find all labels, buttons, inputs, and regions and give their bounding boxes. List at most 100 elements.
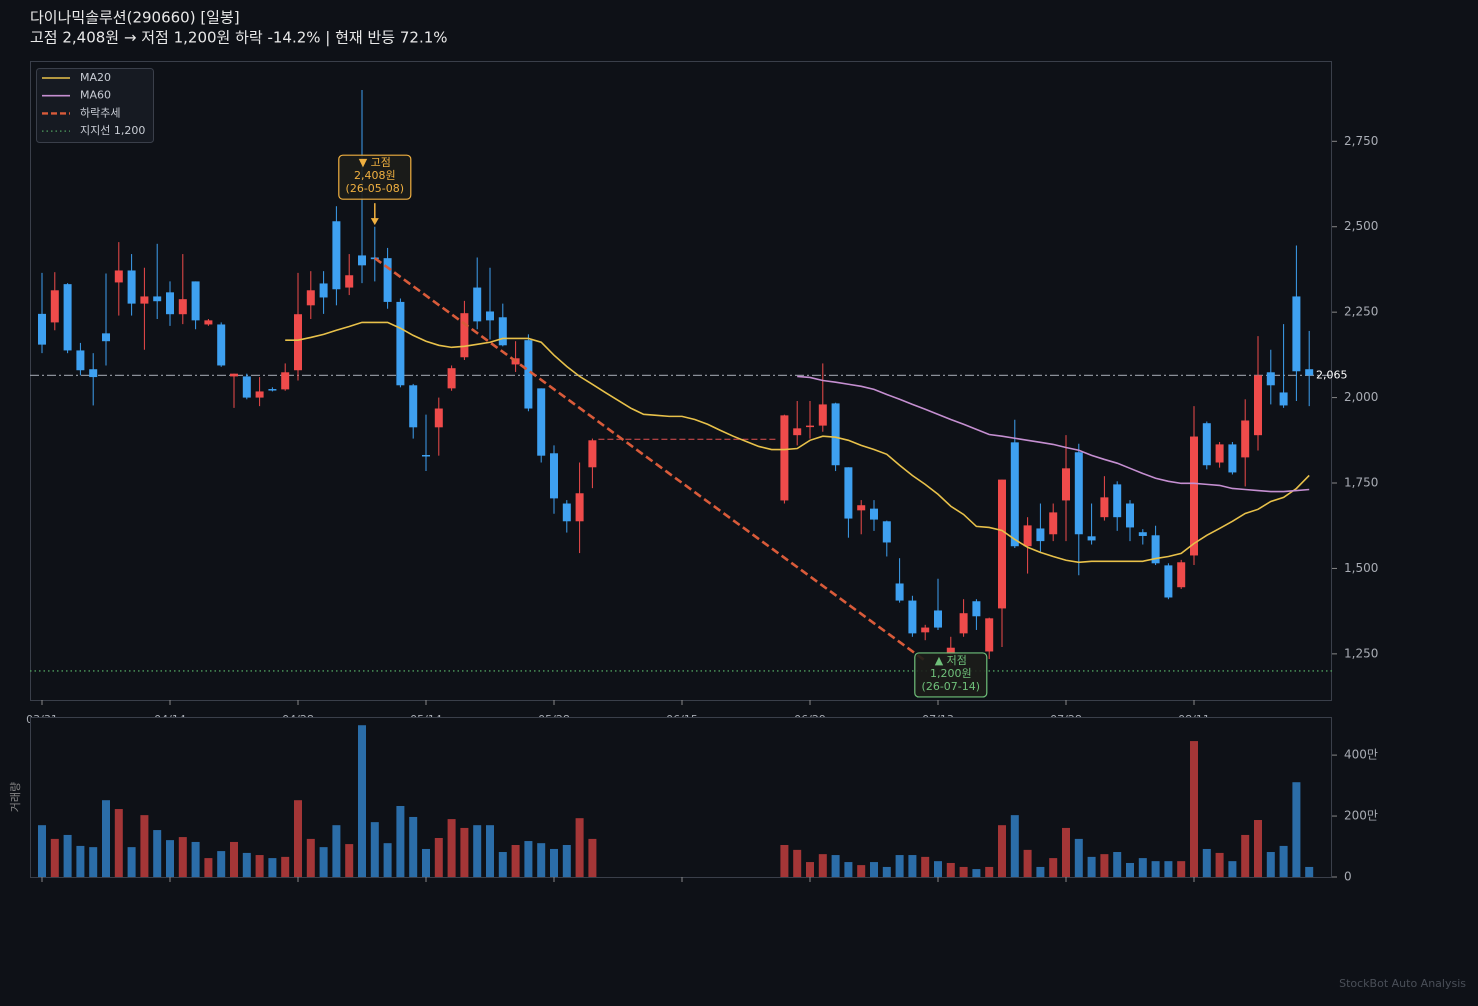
volume-bar xyxy=(409,816,418,877)
candle-body xyxy=(268,389,277,391)
candle-body xyxy=(921,627,930,633)
candle-body xyxy=(934,610,942,628)
candle-body xyxy=(473,287,482,322)
candle-body xyxy=(102,333,110,342)
volume-bar xyxy=(1074,838,1083,877)
volume-bar xyxy=(1202,848,1211,877)
candle-body xyxy=(562,503,571,522)
volume-bar xyxy=(178,837,187,877)
volume-bar xyxy=(998,825,1006,877)
volume-panel xyxy=(30,717,1332,878)
candle-body xyxy=(358,255,366,266)
annotation-text: (26-07-14) xyxy=(922,680,981,693)
candle-body xyxy=(1177,562,1186,588)
trend-line xyxy=(374,257,926,662)
candle-body xyxy=(831,403,840,466)
y-tick-label: 400만 xyxy=(1344,748,1378,762)
legend-label: 하락추세 xyxy=(80,105,120,119)
annotation-arrow-head xyxy=(370,218,379,226)
candle-body xyxy=(1190,436,1198,556)
volume-bar xyxy=(1138,858,1147,877)
candle-body xyxy=(1164,565,1173,598)
volume-bar xyxy=(985,866,994,877)
volume-bar xyxy=(345,844,354,877)
candle-body xyxy=(396,301,405,386)
volume-bar xyxy=(358,725,366,877)
volume-bar xyxy=(1126,862,1134,877)
candle-body xyxy=(460,313,469,358)
candle-body xyxy=(793,428,802,436)
volume-bar xyxy=(1036,866,1045,877)
candle-body xyxy=(882,521,891,543)
candle-body xyxy=(242,376,251,398)
volume-bar xyxy=(473,825,482,877)
volume-bar xyxy=(242,852,251,877)
volume-bar xyxy=(1010,815,1019,877)
candle-body xyxy=(319,283,328,298)
volume-bar xyxy=(1228,861,1237,877)
chart-subtitle: 고점 2,408원 → 저점 1,200원 하락 -14.2% | 현재 반등 … xyxy=(30,29,448,47)
volume-bar xyxy=(921,856,930,877)
volume-bar xyxy=(1062,827,1070,877)
y-tick-label: 200만 xyxy=(1344,809,1378,823)
chart-title: 다이나믹솔루션(290660) [일봉] xyxy=(30,9,240,27)
volume-bar xyxy=(1215,852,1224,877)
candle-body xyxy=(38,313,46,345)
volume-bar xyxy=(844,862,853,877)
candle-body xyxy=(588,440,597,468)
y-tick-label: 1,500 xyxy=(1344,561,1378,575)
volume-bar xyxy=(550,848,558,877)
volume-bar xyxy=(588,838,597,877)
candle-body xyxy=(1023,525,1032,547)
candle-body xyxy=(281,372,290,390)
candle-body xyxy=(191,281,200,321)
candle-body xyxy=(1062,468,1070,501)
candle-body xyxy=(50,290,59,323)
candle-body xyxy=(780,415,789,501)
candle-body xyxy=(550,453,558,499)
annotation-text: ▼ 고점 xyxy=(359,156,391,169)
volume-plot: 0 200만 400만 xyxy=(38,725,1378,884)
candle-body xyxy=(972,601,981,617)
candle-body xyxy=(294,314,302,371)
volume-bar xyxy=(537,843,546,877)
volume-bar xyxy=(1241,834,1250,877)
volume-bar xyxy=(1305,866,1314,877)
candle-body xyxy=(204,320,213,325)
legend-label: MA20 xyxy=(80,71,111,84)
candle-body xyxy=(1138,532,1147,536)
volume-bar xyxy=(38,825,46,877)
candle-body xyxy=(1228,444,1237,473)
candle-body xyxy=(857,505,866,511)
candle-body xyxy=(870,508,878,520)
legend-box xyxy=(36,68,154,143)
volume-bar xyxy=(306,838,315,877)
candle-body xyxy=(1266,372,1275,386)
volume-bar xyxy=(895,855,904,877)
volume-bar xyxy=(524,841,533,877)
volume-bar xyxy=(127,847,136,877)
candle-body xyxy=(1074,452,1083,535)
candle-body xyxy=(998,479,1006,609)
volume-bar xyxy=(1177,861,1186,877)
y-tick-label: 2,500 xyxy=(1344,219,1378,233)
candle-body xyxy=(114,270,123,283)
volume-bar xyxy=(50,838,59,877)
volume-bar xyxy=(498,852,507,877)
volume-bar xyxy=(511,845,520,877)
candle-body xyxy=(575,493,584,522)
volume-bar xyxy=(946,862,955,877)
current-label: 2,065 xyxy=(1316,368,1348,381)
volume-bar xyxy=(204,858,213,877)
candle-body xyxy=(1254,375,1262,436)
candle-body xyxy=(153,296,162,302)
y-tick-label: 1,250 xyxy=(1344,646,1378,660)
candle-body xyxy=(524,340,533,409)
volume-bar xyxy=(255,855,264,877)
candle-body xyxy=(1087,536,1096,541)
y-tick-label: 2,250 xyxy=(1344,305,1378,319)
volume-bar xyxy=(857,865,866,877)
candle-body xyxy=(63,284,72,351)
